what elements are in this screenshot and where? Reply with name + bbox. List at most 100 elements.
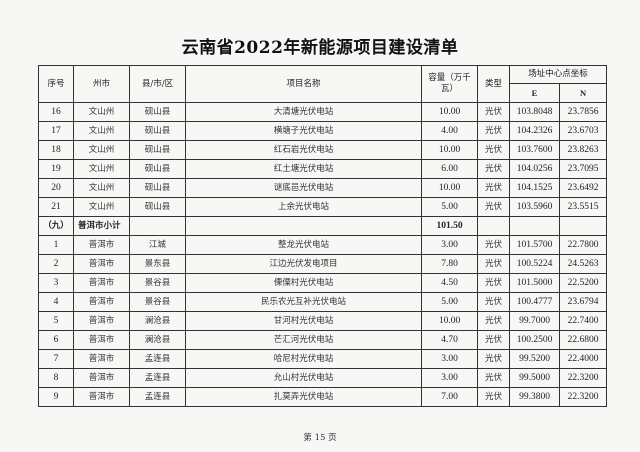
cell-capacity: 7.80 bbox=[421, 254, 478, 274]
cell-e: 104.1525 bbox=[509, 178, 560, 198]
cell-n: 23.8263 bbox=[558, 140, 608, 160]
cell-seq: 1 bbox=[38, 235, 74, 255]
cell-seq: 9 bbox=[38, 387, 74, 407]
cell-project: 横塘子光伏电站 bbox=[185, 121, 422, 141]
cell-capacity: 4.50 bbox=[421, 273, 478, 293]
cell-seq: 18 bbox=[38, 140, 74, 160]
cell-county: 澜沧县 bbox=[129, 330, 186, 350]
cell-n: 22.4000 bbox=[558, 349, 608, 369]
cell-seq: 20 bbox=[38, 178, 74, 198]
cell-n: 23.5515 bbox=[558, 197, 608, 217]
cell-county: 砚山县 bbox=[129, 121, 186, 141]
cell-type: 光伏 bbox=[477, 178, 510, 198]
cell-county: 澜沧县 bbox=[129, 311, 186, 331]
cell-capacity: 3.00 bbox=[421, 349, 478, 369]
cell-type: 光伏 bbox=[477, 273, 510, 293]
cell-seq: 5 bbox=[38, 311, 74, 331]
header-e: E bbox=[509, 83, 560, 103]
cell-n: 23.6492 bbox=[558, 178, 608, 198]
cell-n: 22.6800 bbox=[558, 330, 608, 350]
header-seq: 序号 bbox=[38, 65, 74, 103]
cell-type: 光伏 bbox=[477, 121, 510, 141]
cell-e: 103.5960 bbox=[509, 197, 560, 217]
cell-seq: 7 bbox=[38, 349, 74, 369]
cell-capacity: 10.00 bbox=[421, 140, 478, 160]
table-row: 17 文山州 砚山县 横塘子光伏电站 4.00 光伏 104.2326 23.6703 bbox=[38, 121, 608, 141]
cell-project: 允山村光伏电站 bbox=[185, 368, 422, 388]
cell-county: 孟连县 bbox=[129, 349, 186, 369]
cell-type: 光伏 bbox=[477, 197, 510, 217]
cell-e: 100.4777 bbox=[509, 292, 560, 312]
cell-prefecture: 普洱市 bbox=[73, 273, 130, 293]
cell-seq: 6 bbox=[38, 330, 74, 350]
cell-n: 23.7856 bbox=[558, 102, 608, 122]
cell-e: 104.0256 bbox=[509, 159, 560, 179]
subtotal-label: 普洱市小计 bbox=[73, 216, 130, 236]
table-row: 4 普洱市 景谷县 民乐农光互补光伏电站 5.00 光伏 100.4777 23.6794 bbox=[38, 292, 608, 312]
cell-e: 99.7000 bbox=[509, 311, 560, 331]
cell-project: 甘河村光伏电站 bbox=[185, 311, 422, 331]
empty-cell bbox=[185, 216, 422, 236]
cell-seq: 17 bbox=[38, 121, 74, 141]
cell-n: 22.3200 bbox=[558, 387, 608, 407]
cell-seq: 2 bbox=[38, 254, 74, 274]
cell-project: 江边光伏发电项目 bbox=[185, 254, 422, 274]
cell-project: 芒汇河光伏电站 bbox=[185, 330, 422, 350]
cell-seq: 19 bbox=[38, 159, 74, 179]
subtotal-row: （九） 普洱市小计 101.50 bbox=[38, 216, 608, 236]
cell-capacity: 6.00 bbox=[421, 159, 478, 179]
cell-e: 103.7600 bbox=[509, 140, 560, 160]
subtotal-seq: （九） bbox=[38, 216, 74, 236]
cell-e: 101.5700 bbox=[509, 235, 560, 255]
cell-e: 99.3800 bbox=[509, 387, 560, 407]
cell-type: 光伏 bbox=[477, 140, 510, 160]
cell-project: 上余光伏电站 bbox=[185, 197, 422, 217]
header-coords: 场址中心点坐标 bbox=[508, 65, 608, 84]
table-row: 9 普洱市 孟连县 扎莫弄光伏电站 7.00 光伏 99.3800 22.3200 bbox=[38, 387, 608, 407]
cell-project: 大清塘光伏电站 bbox=[185, 102, 422, 122]
header-project: 项目名称 bbox=[185, 65, 422, 103]
cell-type: 光伏 bbox=[477, 159, 510, 179]
cell-project: 民乐农光互补光伏电站 bbox=[185, 292, 422, 312]
page-number: 第 15 页 bbox=[303, 433, 337, 443]
cell-prefecture: 普洱市 bbox=[73, 254, 130, 274]
cell-capacity: 3.00 bbox=[421, 368, 478, 388]
header-type: 类型 bbox=[477, 65, 510, 103]
cell-county: 砚山县 bbox=[129, 140, 186, 160]
table-row: 7 普洱市 孟连县 哈尼村光伏电站 3.00 光伏 99.5200 22.4000 bbox=[38, 349, 608, 369]
table-row: 2 普洱市 景东县 江边光伏发电项目 7.80 光伏 100.5224 24.5263 bbox=[38, 254, 608, 274]
cell-prefecture: 普洱市 bbox=[73, 387, 130, 407]
cell-project: 红土塘光伏电站 bbox=[185, 159, 422, 179]
header-county: 县/市/区 bbox=[129, 65, 186, 103]
cell-e: 101.5000 bbox=[509, 273, 560, 293]
cell-n: 22.3200 bbox=[558, 368, 608, 388]
table-row: 20 文山州 砚山县 谜底邑光伏电站 10.00 光伏 104.1525 23.6492 bbox=[38, 178, 608, 198]
cell-county: 孟连县 bbox=[129, 387, 186, 407]
cell-n: 22.7400 bbox=[558, 311, 608, 331]
cell-prefecture: 普洱市 bbox=[73, 349, 130, 369]
subtotal-capacity: 101.50 bbox=[421, 216, 478, 236]
cell-n: 24.5263 bbox=[558, 254, 608, 274]
empty-cell bbox=[558, 216, 608, 236]
cell-type: 光伏 bbox=[477, 254, 510, 274]
cell-type: 光伏 bbox=[477, 387, 510, 407]
cell-county: 景谷县 bbox=[129, 273, 186, 293]
cell-county: 江城 bbox=[129, 235, 186, 255]
cell-capacity: 10.00 bbox=[421, 178, 478, 198]
cell-e: 103.8048 bbox=[509, 102, 560, 122]
cell-seq: 16 bbox=[38, 102, 74, 122]
empty-cell bbox=[509, 216, 560, 236]
table-row: 16 文山州 砚山县 大清塘光伏电站 10.00 光伏 103.8048 23.7856 bbox=[38, 102, 608, 122]
cell-capacity: 5.00 bbox=[421, 292, 478, 312]
cell-capacity: 10.00 bbox=[421, 311, 478, 331]
cell-n: 23.6794 bbox=[558, 292, 608, 312]
cell-seq: 4 bbox=[38, 292, 74, 312]
cell-county: 景谷县 bbox=[129, 292, 186, 312]
cell-type: 光伏 bbox=[477, 311, 510, 331]
cell-e: 100.2500 bbox=[509, 330, 560, 350]
cell-capacity: 10.00 bbox=[421, 102, 478, 122]
cell-county: 砚山县 bbox=[129, 178, 186, 198]
cell-n: 22.5200 bbox=[558, 273, 608, 293]
cell-prefecture: 文山州 bbox=[73, 178, 130, 198]
document-title: 云南省2022年新能源项目建设清单 bbox=[181, 38, 459, 58]
